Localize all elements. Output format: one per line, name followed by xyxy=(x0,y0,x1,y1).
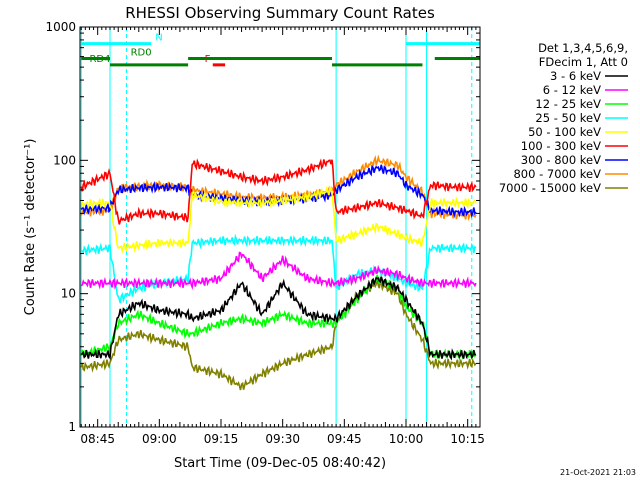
legend-entry-label-0: 3 - 6 keV xyxy=(550,69,601,83)
legend-entry-label-3: 25 - 50 keV xyxy=(535,111,601,125)
legend-entry-label-5: 100 - 300 keV xyxy=(521,139,601,153)
y-tick-label-3: 1000 xyxy=(45,20,76,34)
y-axis: 1 10 100 1000 xyxy=(45,20,480,434)
y-axis-label: Count Rate (s⁻¹ detector⁻¹) xyxy=(23,139,38,316)
legend-entry-label-6: 300 - 800 keV xyxy=(521,153,601,167)
series-lines xyxy=(80,154,477,391)
series-line-1 xyxy=(80,251,477,291)
series-line-2 xyxy=(80,274,477,361)
series-line-8 xyxy=(80,278,477,391)
y-tick-label-1: 10 xyxy=(61,287,76,301)
series-line-6 xyxy=(80,164,477,219)
legend-entry-label-4: 50 - 100 keV xyxy=(528,125,601,139)
y-tick-label-2: 100 xyxy=(53,153,76,167)
x-axis-label: Start Time (09-Dec-05 08:40:42) xyxy=(174,456,386,471)
x-tick-label-6: 10:15 xyxy=(450,432,485,446)
x-tick-label-4: 09:45 xyxy=(327,432,362,446)
x-tick-label-0: 08:45 xyxy=(80,432,115,446)
legend-entry-label-8: 7000 - 15000 keV xyxy=(499,181,601,195)
x-tick-label-2: 09:15 xyxy=(204,432,239,446)
state-bar-label-3: RD4 xyxy=(89,54,110,65)
legend-entry-label-2: 12 - 25 keV xyxy=(535,97,601,111)
x-tick-label-1: 09:00 xyxy=(142,432,177,446)
series-line-0 xyxy=(80,276,477,361)
state-bar-label-2: RD0 xyxy=(131,48,152,59)
legend-entry-label-7: 800 - 7000 keV xyxy=(513,167,601,181)
x-axis: 08:45 09:00 09:15 09:30 09:45 10:00 10:15 xyxy=(80,27,485,446)
legend-header-line-2: FDecim 1, Att 0 xyxy=(539,55,628,69)
state-bar-label-0: N xyxy=(155,33,162,44)
legend-entry-label-1: 6 - 12 keV xyxy=(543,83,601,97)
series-line-7 xyxy=(80,154,477,222)
series-line-5 xyxy=(80,158,477,225)
vertical-markers xyxy=(80,27,473,427)
chart-title: RHESSI Observing Summary Count Rates xyxy=(125,4,435,22)
legend: Det 1,3,4,5,6,9, FDecim 1, Att 0 3 - 6 k… xyxy=(499,41,628,195)
series-line-4 xyxy=(80,185,477,255)
timestamp: 21-Oct-2021 21:03 xyxy=(560,468,636,477)
plot-frame xyxy=(79,26,481,428)
legend-header-line-1: Det 1,3,4,5,6,9, xyxy=(538,41,628,55)
x-tick-label-5: 10:00 xyxy=(389,432,424,446)
y-tick-label-0: 1 xyxy=(68,420,76,434)
attenuator-bars: NFRD0RD4 xyxy=(81,33,480,67)
x-tick-label-3: 09:30 xyxy=(265,432,300,446)
